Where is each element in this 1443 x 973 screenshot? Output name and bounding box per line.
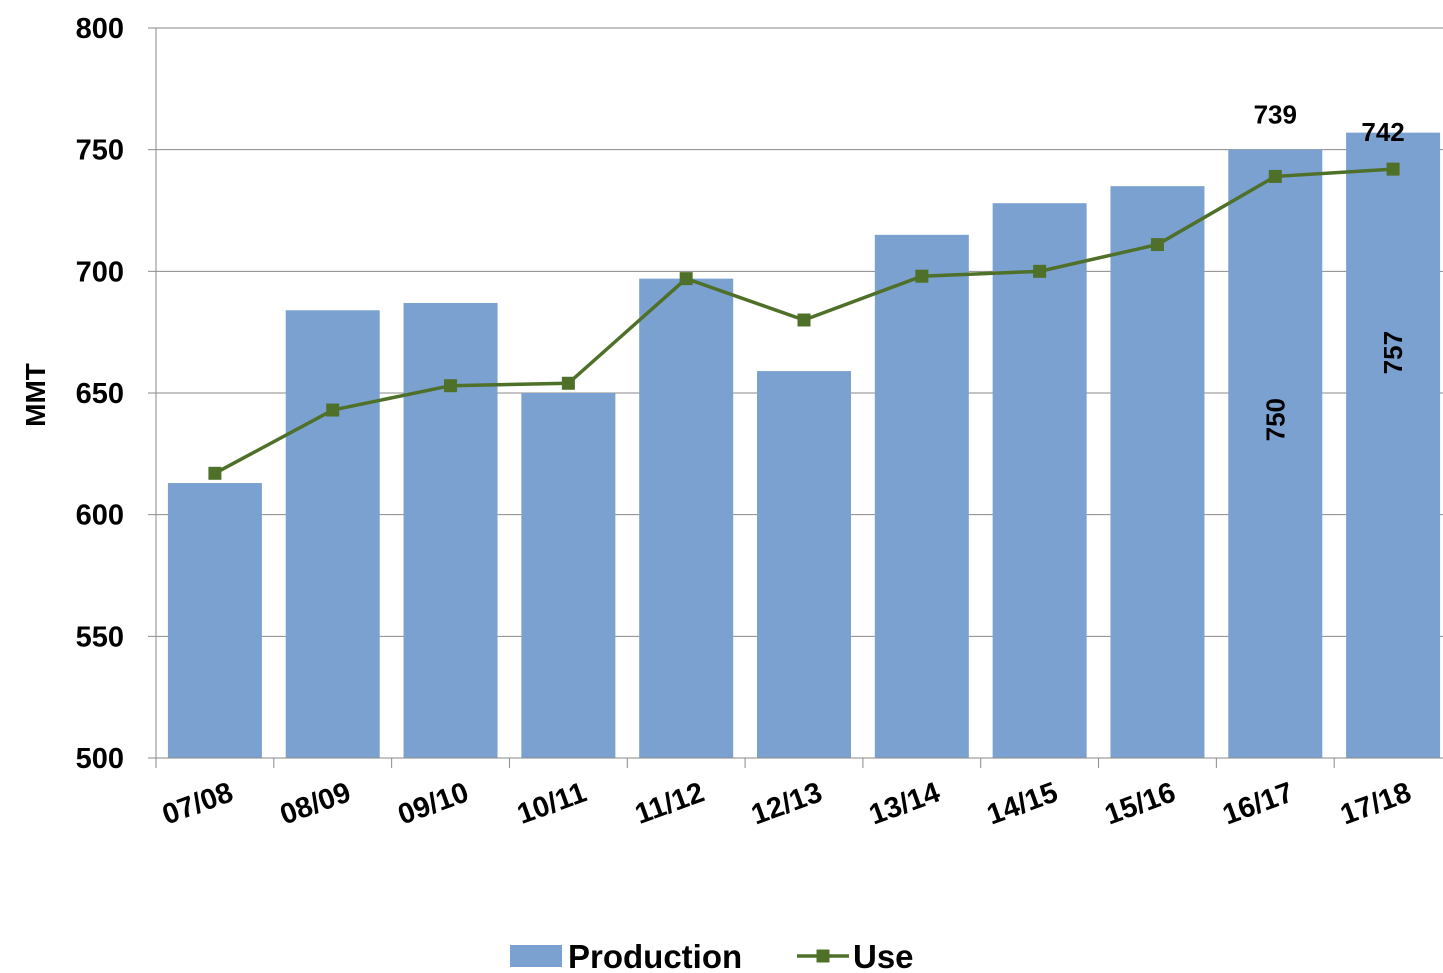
use-marker xyxy=(326,403,340,417)
x-tick-label: 07/08 xyxy=(158,777,237,832)
production-bar xyxy=(521,393,616,758)
legend-label-production: Production xyxy=(568,938,742,973)
x-tick-label: 14/15 xyxy=(983,777,1062,832)
x-tick-label: 15/16 xyxy=(1101,777,1180,832)
production-bar xyxy=(1110,186,1205,758)
use-data-label: 739 xyxy=(1254,99,1297,129)
legend: Production Use xyxy=(510,938,914,973)
use-data-label: 742 xyxy=(1361,117,1404,147)
legend-swatch-production xyxy=(510,945,562,967)
use-marker xyxy=(444,379,458,393)
y-tick-label: 800 xyxy=(76,13,124,45)
x-tick-label: 09/10 xyxy=(394,777,473,832)
y-tick-label: 650 xyxy=(76,378,124,410)
use-marker xyxy=(1268,169,1282,183)
production-bar xyxy=(403,302,498,758)
y-tick-label: 500 xyxy=(76,743,124,775)
y-tick-label: 700 xyxy=(76,256,124,288)
use-marker xyxy=(797,313,811,327)
x-tick-label: 11/12 xyxy=(631,777,709,831)
production-bar xyxy=(639,278,734,758)
use-marker xyxy=(1386,162,1400,176)
x-tick-label: 10/11 xyxy=(513,777,591,831)
production-bar xyxy=(285,310,380,758)
production-data-label: 757 xyxy=(1378,331,1408,374)
legend-swatch-use-marker xyxy=(816,949,830,963)
production-bar xyxy=(992,203,1087,758)
use-marker xyxy=(679,272,693,286)
x-tick-label: 13/14 xyxy=(865,777,944,832)
data-labels: 750 757 739 742 xyxy=(1254,99,1409,441)
y-axis-title: MMT xyxy=(20,363,51,427)
production-bar xyxy=(757,371,851,758)
production-bar xyxy=(1346,132,1441,759)
y-tick-label: 550 xyxy=(76,621,124,653)
x-tick-label: 12/13 xyxy=(747,777,826,832)
y-tick-label: 750 xyxy=(76,135,124,167)
x-tick-label: 17/18 xyxy=(1336,777,1415,832)
x-tick-label: 16/17 xyxy=(1219,777,1298,832)
use-marker xyxy=(1033,264,1047,278)
legend-label-use: Use xyxy=(853,938,914,973)
use-marker xyxy=(1150,238,1164,252)
y-tick-label: 600 xyxy=(76,500,124,532)
production-bar xyxy=(874,234,969,759)
production-bar xyxy=(1228,149,1323,758)
use-marker xyxy=(208,466,222,480)
use-line xyxy=(208,162,1400,480)
x-tick-label: 08/09 xyxy=(276,777,355,832)
production-bars xyxy=(167,132,1441,759)
production-bar xyxy=(167,483,262,758)
use-marker xyxy=(561,376,575,390)
use-marker xyxy=(915,269,929,283)
production-data-label: 750 xyxy=(1260,398,1290,441)
